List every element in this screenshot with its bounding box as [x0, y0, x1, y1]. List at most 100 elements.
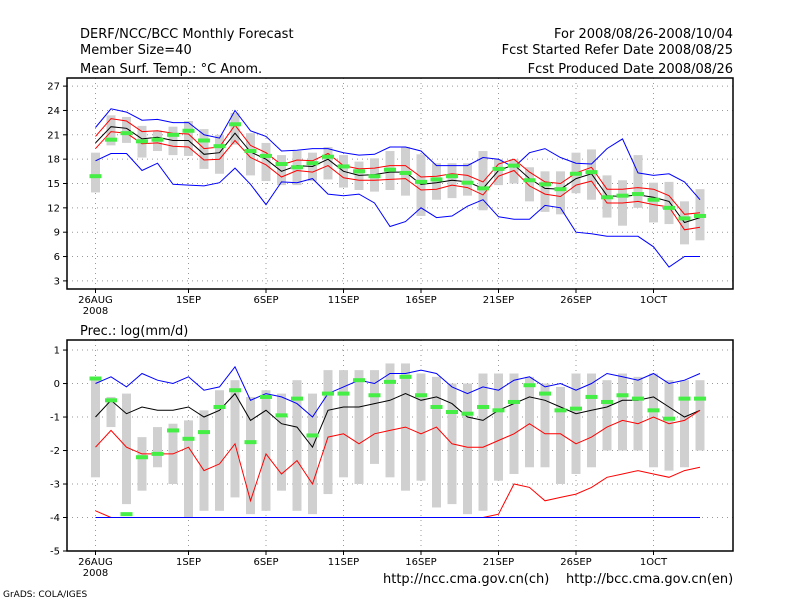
spread-box [385, 363, 395, 478]
median-marker [291, 396, 303, 401]
median-marker [198, 138, 210, 143]
spread-box [432, 376, 441, 508]
spread-box [494, 159, 503, 186]
figure-title: DERF/NCC/BCC Monthly Forecast [80, 27, 294, 42]
median-marker [492, 408, 505, 413]
median-marker [663, 205, 675, 210]
temperature-panel: 3 6 9 12 15 18 21 24 27 26AUG 1SEP 6SEP 11SEP 16SEP 21… [47, 77, 734, 317]
median-marker [229, 122, 241, 127]
median-marker [492, 166, 505, 171]
spread-box [184, 121, 193, 156]
x-tick-label: 26AUG [78, 557, 113, 568]
median-marker [306, 161, 319, 166]
median-marker [570, 406, 582, 411]
spread-box [122, 393, 131, 505]
median-marker [167, 428, 179, 433]
x-tick-label: 26AUG [78, 295, 113, 306]
median-marker [694, 213, 706, 218]
median-marker [291, 165, 303, 170]
median-marker [260, 394, 272, 399]
median-marker [399, 374, 412, 379]
forecast-period-label: For 2008/08/26-2008/10/04 [554, 27, 733, 42]
spread-box [199, 410, 209, 511]
median-marker [523, 178, 536, 183]
spread-box [106, 115, 116, 146]
median-marker [523, 383, 536, 388]
spread-box [587, 373, 596, 468]
y-tick-label: 12 [47, 203, 60, 214]
median-marker [647, 197, 660, 202]
spread-box [680, 380, 689, 468]
spread-box [478, 151, 488, 211]
median-marker [585, 170, 598, 175]
spread-box [106, 396, 116, 428]
series-mean-line [95, 392, 701, 449]
series-upper-line [95, 118, 701, 215]
median-marker [446, 174, 458, 179]
median-marker [616, 193, 629, 198]
spread-box [277, 155, 286, 186]
median-marker [461, 411, 474, 416]
median-marker [399, 170, 412, 175]
median-marker [477, 186, 489, 191]
median-marker [322, 154, 334, 159]
median-marker [120, 512, 133, 517]
series-min-line [95, 153, 700, 268]
member-size-label: Member Size=40 [80, 43, 192, 58]
y-tick-label: 27 [47, 82, 60, 93]
median-marker [415, 393, 427, 398]
median-marker [430, 404, 443, 409]
spread-box [292, 380, 302, 511]
spread-box [602, 380, 612, 451]
y-tick-label: 0 [54, 379, 60, 390]
spread-box [246, 133, 255, 176]
y-tick-label: -3 [50, 480, 60, 491]
refer-date-label: Fcst Started Refer Date 2008/08/25 [502, 43, 733, 58]
median-marker [601, 399, 613, 404]
spread-box [370, 370, 379, 464]
spread-box [230, 380, 240, 498]
series-max-line [95, 108, 701, 201]
x-year-label: 2008 [83, 568, 108, 579]
spread-box [525, 376, 534, 468]
y-tick-label: 1 [54, 346, 60, 357]
median-marker [244, 440, 257, 445]
median-marker [368, 174, 381, 179]
median-marker [353, 378, 365, 383]
x-tick-label: 26SEP [560, 295, 591, 306]
spread-box [478, 373, 488, 511]
median-marker [508, 163, 520, 168]
y-tick-label: -5 [50, 547, 60, 558]
median-marker [337, 164, 350, 169]
median-marker [260, 153, 272, 158]
median-marker [213, 404, 226, 409]
median-marker [136, 139, 148, 144]
spread-box [649, 373, 658, 468]
median-marker [384, 379, 396, 384]
median-marker [647, 408, 660, 413]
x-tick-label: 6SEP [253, 557, 278, 568]
x-tick-label: 21SEP [483, 295, 514, 306]
median-marker [182, 436, 195, 441]
median-marker [275, 413, 288, 418]
median-marker [353, 169, 365, 174]
median-marker [167, 132, 179, 137]
spread-box [416, 154, 426, 216]
y-tick-label: -2 [50, 446, 60, 457]
median-marker [477, 404, 489, 409]
median-marker [105, 398, 117, 403]
median-marker [694, 396, 706, 401]
bcc-url: http://bcc.cma.gov.cn(en) [566, 572, 733, 587]
y-tick-label: 3 [54, 276, 60, 287]
median-marker [446, 410, 458, 415]
median-marker [539, 391, 551, 396]
median-marker [151, 451, 164, 456]
spread-box [618, 373, 627, 451]
series-lower-line [95, 409, 701, 503]
spread-box [308, 393, 317, 515]
produced-date-label: Fcst Produced Date 2008/08/26 [528, 62, 733, 77]
spread-box [432, 163, 441, 200]
spread-box [649, 182, 658, 223]
median-marker [461, 180, 474, 185]
spread-box [556, 386, 565, 485]
